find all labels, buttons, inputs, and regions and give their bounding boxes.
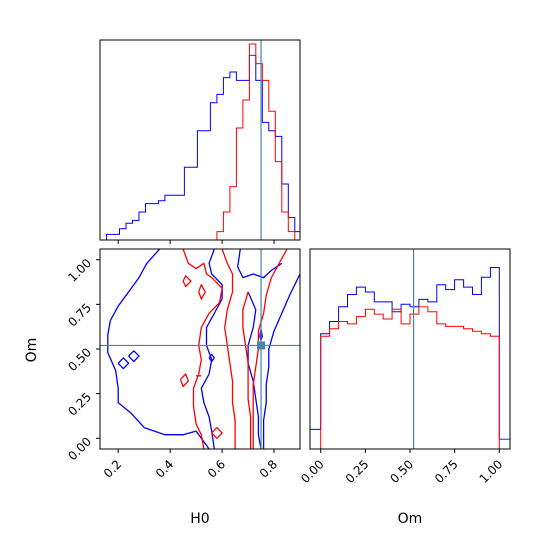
blue-contour-island	[117, 357, 130, 370]
om-hist-series	[310, 268, 510, 450]
red-contour-island	[182, 275, 192, 288]
red-contour-island	[179, 373, 189, 388]
h0-hist-blue	[100, 55, 300, 240]
red-contour	[182, 249, 223, 449]
om-hist-blue	[310, 268, 510, 440]
h0-hist-red	[100, 44, 300, 240]
h0-hist-series	[100, 44, 300, 240]
red-contour-island	[198, 284, 206, 300]
blue-contour-island	[128, 350, 140, 363]
red-contour	[221, 249, 236, 449]
red-contour-island	[211, 426, 223, 439]
h0-marginal-panel	[99, 39, 301, 244]
blue-contour	[107, 249, 210, 449]
red-contour	[242, 291, 252, 449]
h0-marginal-frame	[99, 39, 301, 241]
h0-axis-label: H0	[190, 511, 209, 527]
blue-contour	[262, 273, 300, 449]
om-hist-red	[310, 307, 510, 449]
joint-truth-marker	[257, 341, 266, 350]
blue-contour-island	[208, 353, 215, 363]
blue-contour	[237, 249, 283, 279]
om-y-axis-label: Om	[24, 338, 40, 363]
red-contour	[252, 249, 288, 449]
om-axis-label: Om	[398, 511, 423, 527]
blue-contour	[247, 291, 262, 449]
axis-labels: H0 Om Om	[24, 338, 422, 527]
